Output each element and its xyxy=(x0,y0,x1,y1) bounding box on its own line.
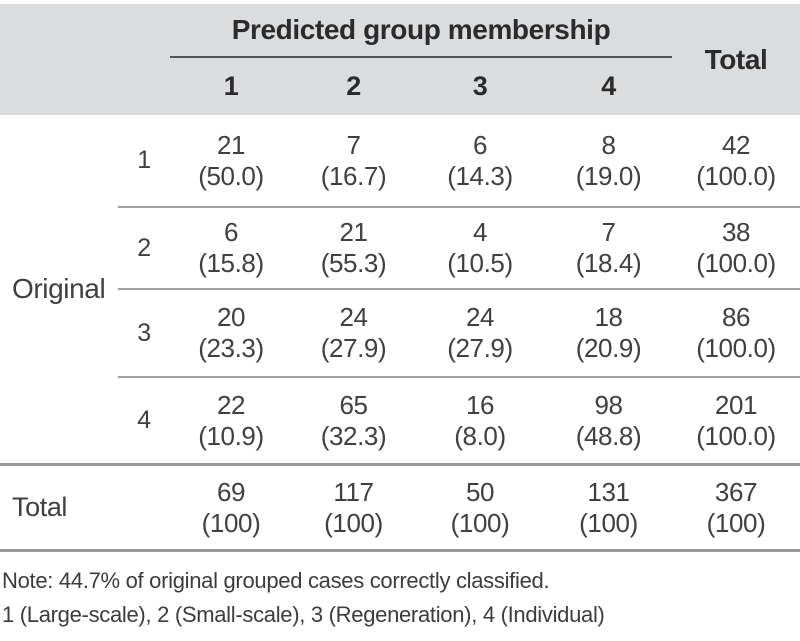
cell-count: 6 xyxy=(472,129,488,160)
cell-percent: (19.0) xyxy=(575,160,642,191)
column-header-4: 4 xyxy=(545,58,672,115)
table-cell: 98 (48.8) xyxy=(545,378,672,466)
cell-count: 65 xyxy=(339,389,368,420)
cell-count: 16 xyxy=(465,389,495,420)
row-label: 4 xyxy=(118,378,170,466)
table-cell: 38 (100.0) xyxy=(672,208,800,290)
cell-percent: (32.3) xyxy=(320,420,387,451)
cell-count: 98 xyxy=(594,389,623,420)
cell-count: 131 xyxy=(587,476,630,507)
cell-count: 367 xyxy=(714,476,758,507)
total-cell: 117 (100) xyxy=(292,466,415,552)
cell-count: 38 xyxy=(721,217,751,247)
cell-count: 22 xyxy=(216,389,246,420)
cell-percent: (48.8) xyxy=(575,420,642,451)
cell-count: 201 xyxy=(714,389,758,420)
total-column-header: Total xyxy=(672,4,800,115)
cell-percent: (100) xyxy=(706,507,766,538)
column-header-2: 2 xyxy=(292,58,415,115)
cell-count: 18 xyxy=(594,302,623,332)
cell-percent: (27.9) xyxy=(447,333,513,363)
cell-percent: (23.3) xyxy=(198,333,264,363)
cell-percent: (20.9) xyxy=(575,333,642,363)
total-cell: 367 (100) xyxy=(672,466,800,552)
cell-count: 8 xyxy=(601,129,616,160)
cell-percent: (100.0) xyxy=(696,420,776,451)
table-cell: 20 (23.3) xyxy=(170,290,292,378)
table-cell: 16 (8.0) xyxy=(415,378,545,466)
cell-percent: (18.4) xyxy=(575,248,642,278)
cell-percent: (100.0) xyxy=(696,248,776,278)
cell-percent: (27.9) xyxy=(320,333,387,363)
table-cell: 18 (20.9) xyxy=(545,290,672,378)
predicted-group-header: Predicted group membership xyxy=(170,4,672,58)
cell-percent: (10.9) xyxy=(198,420,264,451)
table-cell: 42 (100.0) xyxy=(672,115,800,208)
cell-count: 7 xyxy=(601,217,616,247)
table-cell: 7 (16.7) xyxy=(292,115,415,208)
cell-count: 4 xyxy=(472,217,488,247)
cell-percent: (100.0) xyxy=(696,160,776,191)
cell-percent: (14.3) xyxy=(447,160,513,191)
cell-percent: (8.0) xyxy=(454,420,506,451)
table-notes: Note: 44.7% of original grouped cases co… xyxy=(0,564,800,632)
table-cell: 6 (14.3) xyxy=(415,115,545,208)
header-corner-spacer xyxy=(0,4,170,115)
cell-count: 24 xyxy=(465,302,495,332)
classification-table: Predicted group membership Total 1 2 3 4… xyxy=(0,4,800,552)
table-cell: 6 (15.8) xyxy=(170,208,292,290)
cell-percent: (50.0) xyxy=(198,160,264,191)
total-cell: 69 (100) xyxy=(170,466,292,552)
total-row-spacer xyxy=(118,466,170,552)
note-classification: Note: 44.7% of original grouped cases co… xyxy=(2,568,550,593)
cell-count: 21 xyxy=(216,129,246,160)
cell-count: 24 xyxy=(339,302,368,332)
cell-percent: (100) xyxy=(324,507,383,538)
table-cell: 21 (50.0) xyxy=(170,115,292,208)
note-group-legend: 1 (Large-scale), 2 (Small-scale), 3 (Reg… xyxy=(2,602,605,627)
column-header-3: 3 xyxy=(415,58,545,115)
original-group-label: Original xyxy=(0,115,118,466)
cell-percent: (10.5) xyxy=(447,248,513,278)
cell-count: 20 xyxy=(216,302,246,332)
cell-percent: (100) xyxy=(450,507,510,538)
column-header-1: 1 xyxy=(170,58,292,115)
table-cell: 7 (18.4) xyxy=(545,208,672,290)
table-cell: 65 (32.3) xyxy=(292,378,415,466)
cell-percent: (100) xyxy=(579,507,638,538)
table-cell: 24 (27.9) xyxy=(292,290,415,378)
row-label: 1 xyxy=(118,115,170,208)
cell-count: 117 xyxy=(333,476,374,507)
table-cell: 24 (27.9) xyxy=(415,290,545,378)
cell-percent: (15.8) xyxy=(198,248,264,278)
table-cell: 86 (100.0) xyxy=(672,290,800,378)
total-cell: 131 (100) xyxy=(545,466,672,552)
cell-count: 86 xyxy=(721,302,751,332)
row-label: 3 xyxy=(118,290,170,378)
cell-percent: (100) xyxy=(201,507,261,538)
total-cell: 50 (100) xyxy=(415,466,545,552)
cell-count: 21 xyxy=(339,217,368,247)
cell-count: 6 xyxy=(223,217,239,247)
cell-count: 7 xyxy=(346,129,361,160)
total-row-label: Total xyxy=(0,466,118,552)
classification-table-page: Predicted group membership Total 1 2 3 4… xyxy=(0,4,800,641)
row-label: 2 xyxy=(118,208,170,290)
table-cell: 4 (10.5) xyxy=(415,208,545,290)
table-cell: 21 (55.3) xyxy=(292,208,415,290)
cell-percent: (55.3) xyxy=(320,248,387,278)
table-cell: 8 (19.0) xyxy=(545,115,672,208)
cell-percent: (100.0) xyxy=(696,333,776,363)
cell-count: 69 xyxy=(216,476,246,507)
cell-count: 50 xyxy=(465,476,495,507)
cell-percent: (16.7) xyxy=(320,160,387,191)
table-cell: 201 (100.0) xyxy=(672,378,800,466)
table-cell: 22 (10.9) xyxy=(170,378,292,466)
cell-count: 42 xyxy=(721,129,751,160)
